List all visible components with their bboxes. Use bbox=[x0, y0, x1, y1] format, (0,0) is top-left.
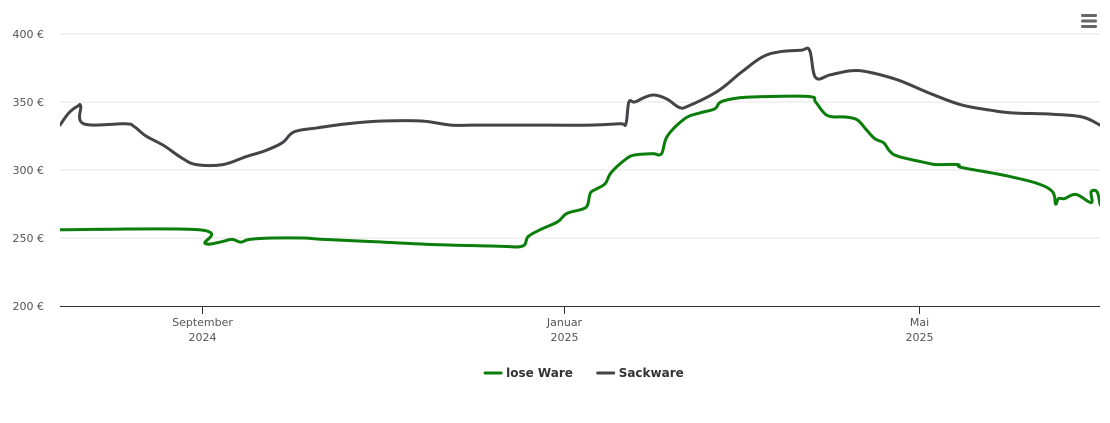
axes: 200 € 250 € 300 € 350 € 400 € September 2024 Ja… bbox=[13, 28, 1100, 344]
x-tick-label-month: Januar bbox=[546, 316, 583, 329]
legend: lose Ware Sackware bbox=[483, 366, 684, 380]
y-tick-label: 200 € bbox=[13, 300, 45, 313]
legend-item-sackware[interactable]: Sackware bbox=[596, 366, 684, 380]
x-tick-label-year: 2025 bbox=[551, 331, 579, 344]
series-lines bbox=[60, 46, 1100, 249]
x-tick-label-year: 2025 bbox=[906, 331, 934, 344]
legend-item-lose-ware[interactable]: lose Ware bbox=[483, 366, 573, 380]
y-tick-label: 300 € bbox=[13, 164, 45, 177]
y-tick-label: 400 € bbox=[13, 28, 45, 41]
hamburger-menu-icon bbox=[1081, 14, 1097, 28]
x-tick-label-month: September bbox=[172, 316, 233, 329]
x-tick-label-year: 2024 bbox=[189, 331, 217, 344]
x-tick-label-month: Mai bbox=[910, 316, 929, 329]
series-line-lose-ware[interactable] bbox=[60, 94, 1100, 249]
grid-lines bbox=[60, 33, 1100, 239]
y-tick-label: 250 € bbox=[13, 232, 45, 245]
legend-label: Sackware bbox=[619, 366, 684, 380]
y-tick-label: 350 € bbox=[13, 96, 45, 109]
legend-label: lose Ware bbox=[506, 366, 573, 380]
chart-menu-button[interactable] bbox=[1076, 8, 1102, 34]
series-line-sackware[interactable] bbox=[60, 46, 1100, 168]
